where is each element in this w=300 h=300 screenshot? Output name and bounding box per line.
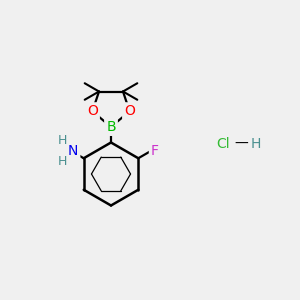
Text: N: N: [68, 144, 78, 158]
Text: F: F: [151, 144, 159, 158]
Text: H: H: [58, 134, 67, 147]
Text: H: H: [250, 137, 261, 151]
Text: O: O: [124, 104, 135, 118]
Text: H: H: [58, 155, 67, 168]
Text: O: O: [87, 104, 98, 118]
Text: Cl: Cl: [216, 137, 230, 151]
Text: B: B: [106, 120, 116, 134]
Text: —: —: [235, 137, 248, 151]
